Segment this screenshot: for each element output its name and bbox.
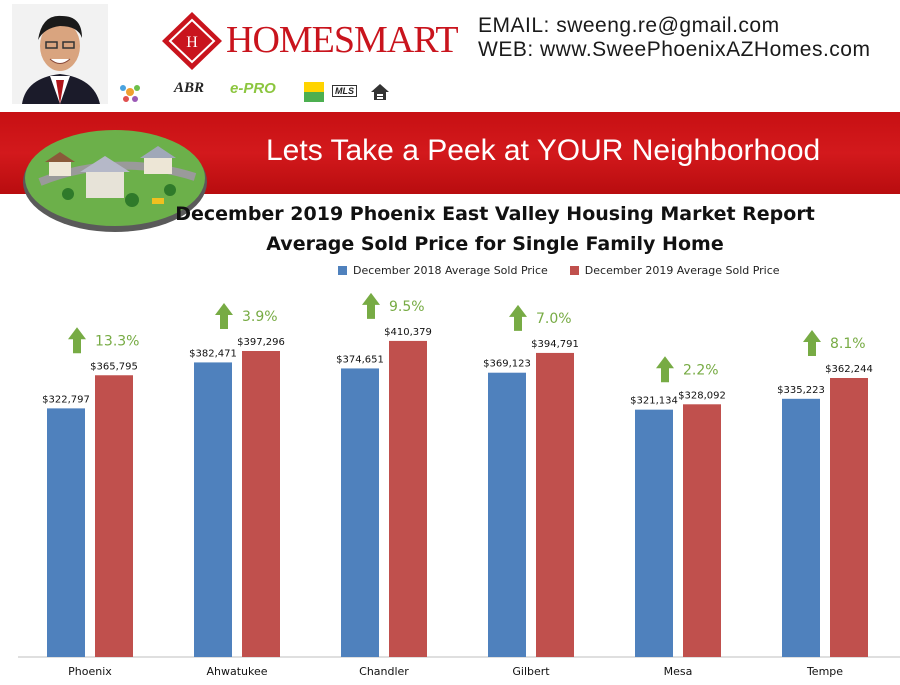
youtube-icon[interactable]: You Tube	[577, 77, 601, 99]
change-label-ahwatukee: 3.9%	[242, 309, 278, 325]
bar-gilbert-2018	[488, 372, 526, 657]
bar-chart: $322,797 $365,795 13.3% Phoenix $382,471$397…	[18, 292, 900, 678]
bar-ahwatukee-2019	[242, 350, 280, 657]
abr-badge: ABR	[174, 80, 205, 96]
mls-badge: MLS	[332, 85, 357, 97]
legend-item-2019: December 2019 Average Sold Price	[569, 263, 780, 277]
gri-badge-icon	[120, 85, 140, 102]
category-label-mesa: Mesa	[664, 665, 693, 678]
legend-item-2018: December 2018 Average Sold Price	[338, 264, 548, 277]
contact-email: EMAIL: sweeng.re@gmail.com	[478, 14, 780, 37]
bar-mesa-2019	[683, 404, 721, 657]
category-label-chandler: Chandler	[359, 665, 409, 678]
data-label-phoenix-2019: $365,795	[90, 361, 138, 372]
category-label-tempe: Tempe	[806, 665, 843, 678]
svg-text:H: H	[186, 34, 198, 51]
change-label-tempe: 8.1%	[830, 336, 866, 352]
change-label-phoenix: 13.3%	[95, 333, 139, 349]
equal-housing-icon	[371, 84, 389, 100]
bar-chandler-2019	[389, 340, 427, 657]
logo-wordmark: HOMESMART	[226, 19, 459, 61]
category-label-phoenix: Phoenix	[68, 665, 112, 678]
data-label-gilbert-2019: $394,791	[531, 339, 579, 350]
legend-swatch-2018	[338, 265, 347, 275]
data-label-chandler-2019: $410,379	[384, 327, 432, 338]
legend-swatch-2019	[569, 265, 579, 275]
data-label-mesa-2019: $328,092	[678, 390, 726, 401]
up-arrow-icon	[509, 304, 527, 331]
up-arrow-icon	[68, 327, 86, 354]
change-label-mesa: 2.2%	[683, 362, 719, 378]
category-label-ahwatukee: Ahwatukee	[206, 665, 267, 678]
facebook-icon[interactable]: f	[493, 74, 501, 101]
certification-badges: ABR e-PRO MLS	[118, 80, 398, 106]
homesmart-logo: H HOMESMART	[160, 10, 459, 72]
data-label-ahwatukee-2018: $382,471	[189, 348, 237, 359]
chart-title: December 2019 Phoenix East Valley Housin…	[175, 203, 815, 225]
change-label-chandler: 9.5%	[389, 299, 425, 315]
bar-gilbert-2019	[536, 352, 574, 657]
bar-chandler-2018	[341, 368, 379, 657]
contact-web: WEB: www.SweePhoenixAZHomes.com	[478, 38, 871, 61]
chart-legend: December 2018 Average Sold Price Decembe…	[338, 262, 802, 278]
data-label-ahwatukee-2019: $397,296	[237, 337, 285, 348]
epro-badge: e-PRO	[230, 80, 276, 97]
twitter-icon[interactable]	[524, 70, 562, 106]
data-label-tempe-2019: $362,244	[825, 364, 873, 375]
category-label-gilbert: Gilbert	[512, 665, 550, 678]
data-label-phoenix-2018: $322,797	[42, 394, 90, 405]
linkedin-icon[interactable]: in	[625, 75, 645, 100]
energy-badge-icon	[304, 82, 324, 102]
change-label-gilbert: 7.0%	[536, 311, 572, 327]
data-label-mesa-2018: $321,134	[630, 396, 678, 407]
bar-mesa-2018	[635, 409, 673, 657]
data-label-chandler-2018: $374,651	[336, 354, 384, 365]
data-label-gilbert-2018: $369,123	[483, 359, 531, 370]
neighborhood-illustration	[20, 122, 210, 234]
bar-ahwatukee-2018	[194, 362, 232, 657]
twitter-bird-icon	[531, 78, 554, 98]
bar-tempe-2019	[830, 377, 868, 657]
up-arrow-icon	[803, 329, 821, 356]
up-arrow-icon	[362, 292, 380, 319]
legend-label-2019: December 2019 Average Sold Price	[584, 263, 780, 277]
chart-subtitle: Average Sold Price for Single Family Hom…	[266, 233, 724, 255]
banner-title: Lets Take a Peek at YOUR Neighborhood	[266, 134, 821, 167]
up-arrow-icon	[215, 302, 233, 329]
up-arrow-icon	[656, 356, 674, 383]
bar-phoenix-2018	[47, 408, 85, 657]
agent-photo	[12, 4, 108, 104]
legend-label-2018: December 2018 Average Sold Price	[353, 263, 548, 277]
bar-tempe-2018	[782, 398, 820, 657]
data-label-tempe-2018: $335,223	[777, 385, 825, 396]
bar-phoenix-2019	[95, 375, 133, 657]
homesmart-diamond-icon: H	[162, 12, 222, 70]
